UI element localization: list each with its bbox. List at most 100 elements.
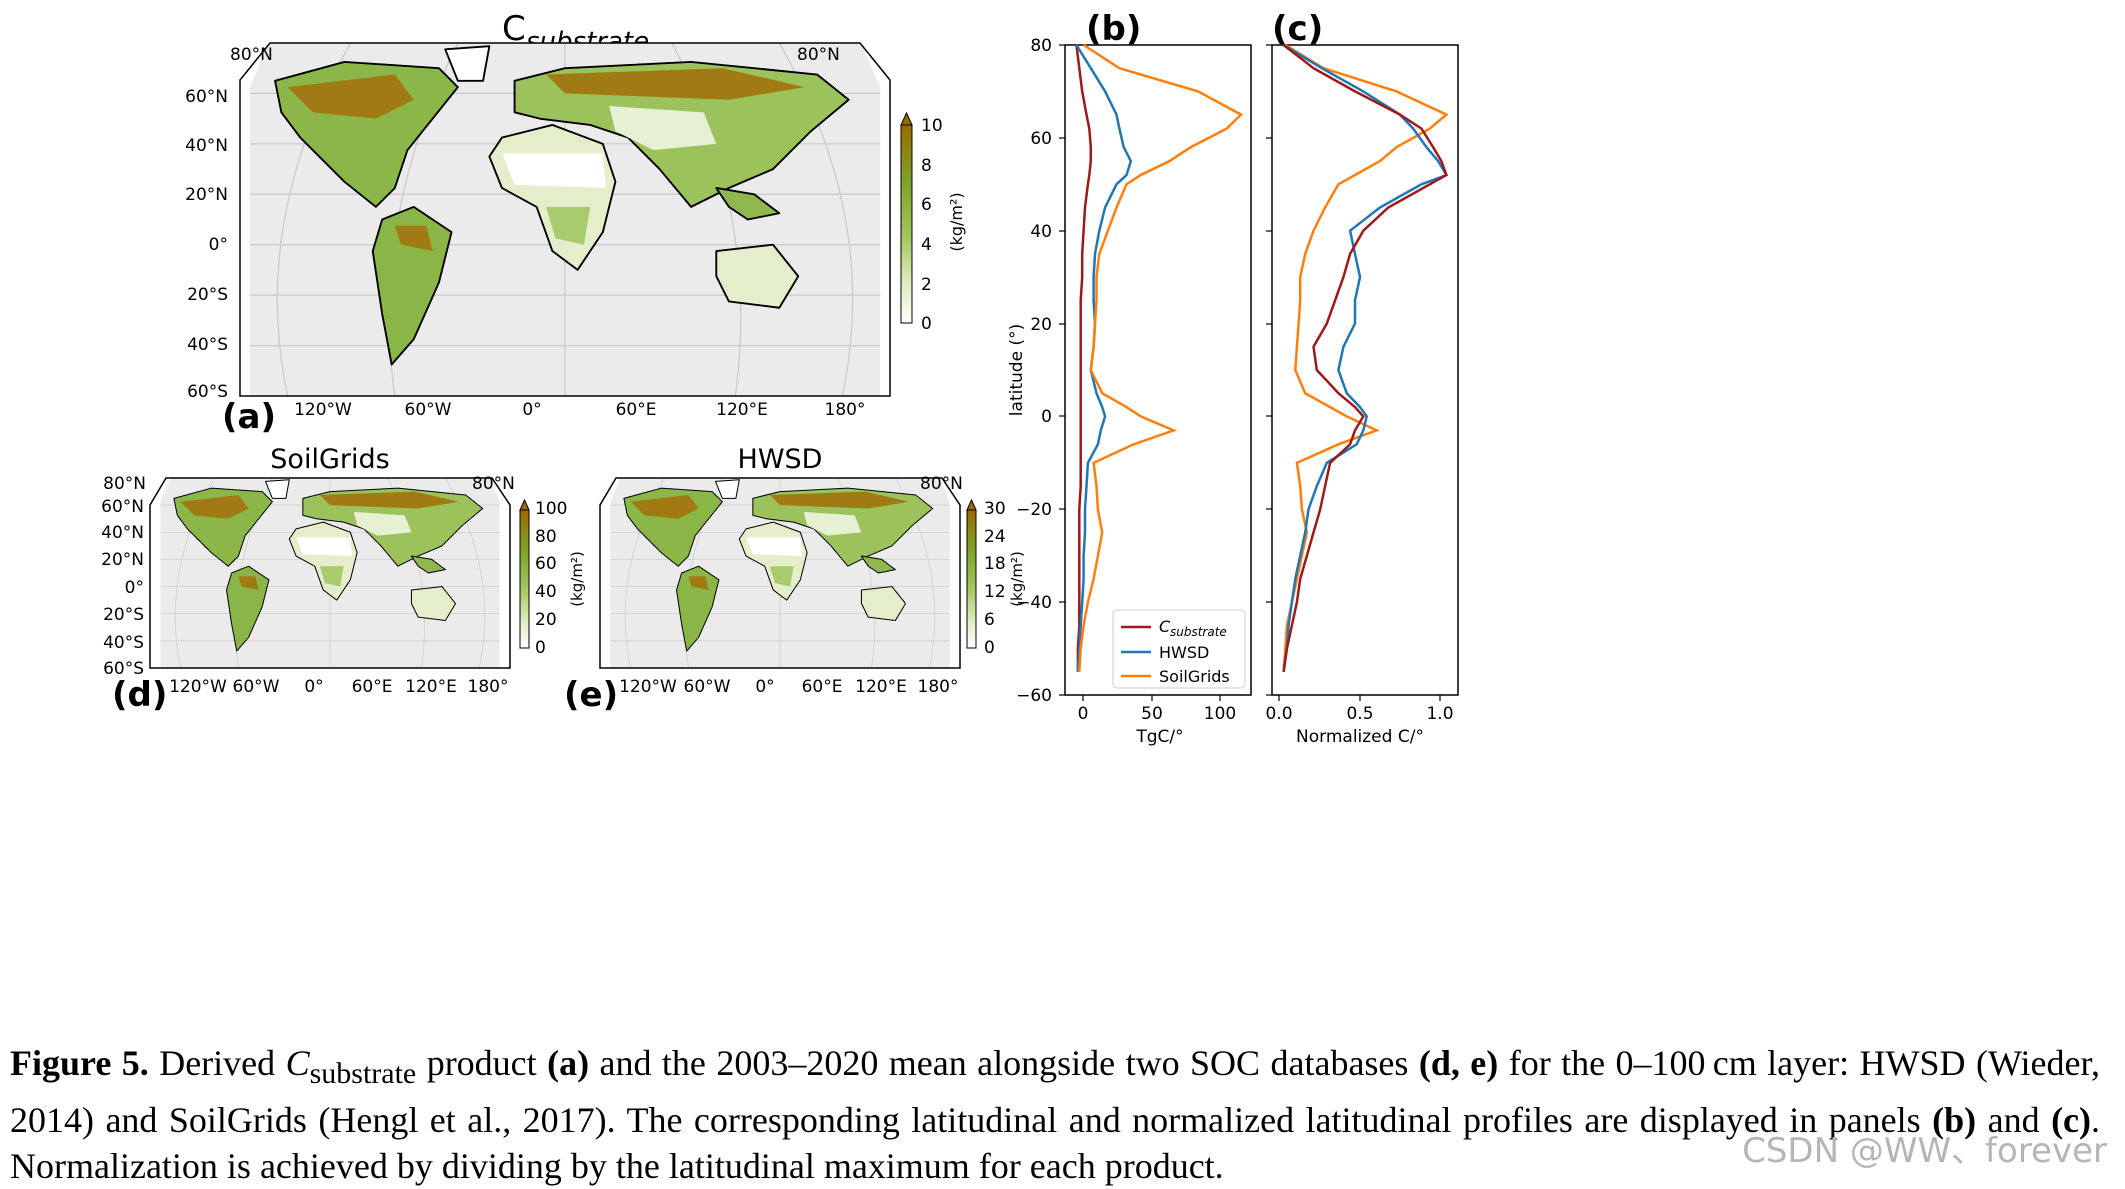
- map-e-frame: [599, 477, 961, 669]
- panel-a-label: (a): [222, 397, 276, 437]
- map-d-world: [159, 478, 501, 668]
- map-e-lon-labels: 120°W 60°W 0° 60°E 120°E 180°: [619, 677, 958, 697]
- map-e-title: HWSD: [738, 444, 823, 475]
- legend-label-soilgrids: SoilGrids: [1159, 667, 1230, 686]
- panel-b-yticks: 80 60 40 20 0 −20 −40 −60: [1016, 36, 1052, 706]
- map-a-lat-label: 40°N: [185, 136, 228, 156]
- map-e-cbar-tick: 6: [984, 610, 995, 630]
- map-e-cbar-tick: 30: [984, 499, 1006, 519]
- caption-fig-label: Figure 5.: [10, 1043, 149, 1083]
- map-d-title: SoilGrids: [270, 444, 389, 475]
- panel-b-ytick-label: 0: [1041, 407, 1052, 427]
- caption-ref-de: (d, e): [1418, 1043, 1499, 1083]
- map-d-lat-label: 60°N: [101, 497, 144, 517]
- panel-c-series-csubstrate: [1282, 44, 1448, 672]
- map-d-frame: [149, 477, 511, 669]
- map-a-title-main: C: [502, 9, 526, 49]
- panel-c-series-hwsd: [1282, 43, 1449, 672]
- panel-b-xtick-marks: [1082, 695, 1221, 701]
- caption-c-sub: substrate: [309, 1057, 417, 1091]
- panel-b-ytick-label: −40: [1016, 593, 1052, 613]
- map-a-lon-label: 180°: [825, 400, 866, 420]
- map-d-lon-label: 180°: [468, 677, 509, 697]
- map-a-lon-labels: 120°W 60°W 0° 60°E 120°E 180°: [294, 400, 865, 420]
- map-d-lat-label: 80°N: [103, 474, 146, 494]
- map-d-lon-label: 60°W: [233, 677, 280, 697]
- map-a-cbar-ticks: 10 8 6 4 2 0: [921, 116, 943, 334]
- caption-ref-a: (a): [547, 1043, 590, 1083]
- map-a-lat-top-right: 80°N: [797, 45, 840, 65]
- map-d-cbar-tick: 0: [535, 638, 546, 658]
- map-a-cbar-tick: 6: [921, 195, 932, 215]
- panel-b-series-soilgrids: [1078, 43, 1244, 672]
- caption-c-main: C: [285, 1043, 310, 1083]
- panel-b: (b) 80 60 40 20 0 −20 −40 −60 0 50 100 T…: [1007, 9, 1252, 747]
- map-a-lat-label: 40°S: [187, 335, 228, 355]
- map-a-lat-label: 60°S: [187, 382, 228, 402]
- map-e-cbar-tick: 12: [984, 582, 1006, 602]
- map-a-colorbar-extend: [900, 111, 913, 126]
- map-e-lon-label: 180°: [918, 677, 959, 697]
- map-e-cbar-tick: 24: [984, 527, 1006, 547]
- caption-ref-b: (b): [1932, 1100, 1977, 1141]
- panel-b-ytick-marks: [1059, 44, 1065, 696]
- panel-c-label: (c): [1272, 9, 1323, 49]
- legend-label-csubstrate-main: C: [1159, 617, 1171, 636]
- panel-e-label: (e): [564, 675, 618, 715]
- map-e-lat-top-right: 80°N: [920, 474, 963, 494]
- panel-b-xtick-label: 0: [1078, 704, 1089, 724]
- map-a-cbar-tick: 10: [921, 116, 943, 136]
- map-a-lat-top-left: 80°N: [230, 45, 273, 65]
- map-e-cbar-tick: 18: [984, 554, 1006, 574]
- caption-text: and the 2003–2020 mean alongside two SOC…: [599, 1043, 1409, 1083]
- panel-c-xtick-label: 1.0: [1426, 704, 1453, 724]
- map-d-cbar-ticks: 100 80 60 40 20 0: [535, 499, 567, 658]
- map-a-lat-label: 20°S: [187, 285, 228, 305]
- map-e-colorbar: [966, 509, 977, 649]
- panel-c-xtick-label: 0.0: [1265, 704, 1292, 724]
- map-e-cbar-tick: 0: [984, 638, 995, 658]
- map-a-lon-label: 60°E: [616, 400, 657, 420]
- caption-text: Derived: [159, 1043, 276, 1083]
- panel-b-xlabel: TgC/°: [1135, 727, 1183, 747]
- map-a-lon-label: 120°W: [294, 400, 352, 420]
- map-d-lon-labels: 120°W 60°W 0° 60°E 120°E 180°: [169, 677, 508, 697]
- panel-b-legend: C substrate HWSD SoilGrids: [1112, 609, 1246, 689]
- panel-c-xtick-marks: [1278, 695, 1441, 701]
- map-a-frame: [239, 42, 891, 397]
- map-e-cbar-unit: (kg/m²): [1008, 551, 1026, 607]
- caption-text: for the 0–100 cm layer: HWSD (Wieder, 20…: [10, 1043, 2101, 1141]
- map-a-lon-label: 0°: [522, 400, 541, 420]
- map-e-world: [609, 478, 951, 668]
- map-e-lon-label: 0°: [755, 677, 774, 697]
- map-d-lon-label: 60°E: [352, 677, 393, 697]
- caption-text: . Normalization is achieved by dividing …: [10, 1100, 2101, 1187]
- panel-c: (c) 0.0 0.5 1.0 Normalized C/°: [1265, 9, 1459, 747]
- map-d-lon-label: 120°W: [169, 677, 227, 697]
- panel-a: C substrate 80°N 80°N 60°N 40°N 20°N 0° …: [185, 9, 966, 437]
- panel-c-ytick-marks: [1266, 44, 1272, 696]
- panel-c-series-soilgrids: [1282, 43, 1449, 672]
- map-a-cbar-tick: 8: [921, 156, 932, 176]
- caption-ref-c: (c): [2051, 1100, 2092, 1141]
- panel-b-ytick-label: −20: [1016, 500, 1052, 520]
- map-d-lat-label: 20°S: [103, 605, 144, 625]
- map-d-lat-label: 40°S: [103, 633, 144, 653]
- map-a-lon-label: 120°E: [716, 400, 768, 420]
- map-d-lat-label: 0°: [125, 578, 144, 598]
- panel-c-axes: [1271, 44, 1459, 696]
- panel-b-ytick-label: −60: [1016, 686, 1052, 706]
- map-a-cbar-tick: 0: [921, 314, 932, 334]
- map-d-lon-label: 0°: [304, 677, 323, 697]
- watermark: CSDN @WW、forever: [1742, 1131, 2107, 1171]
- map-d-cbar-tick: 100: [535, 499, 567, 519]
- map-d-lat-labels: 80°N 60°N 40°N 20°N 0° 20°S 40°S 60°S: [101, 474, 146, 679]
- panel-c-xlabel: Normalized C/°: [1296, 727, 1424, 747]
- map-d-cbar-tick: 20: [535, 610, 557, 630]
- map-a-lat-label: 20°N: [185, 185, 228, 205]
- map-a-cbar-unit: (kg/m²): [947, 192, 966, 251]
- map-d-cbar-unit: (kg/m²): [568, 551, 586, 607]
- map-e-lon-label: 60°W: [684, 677, 731, 697]
- panel-b-ytick-label: 60: [1030, 129, 1052, 149]
- map-e-cbar-ticks: 30 24 18 12 6 0: [984, 499, 1006, 658]
